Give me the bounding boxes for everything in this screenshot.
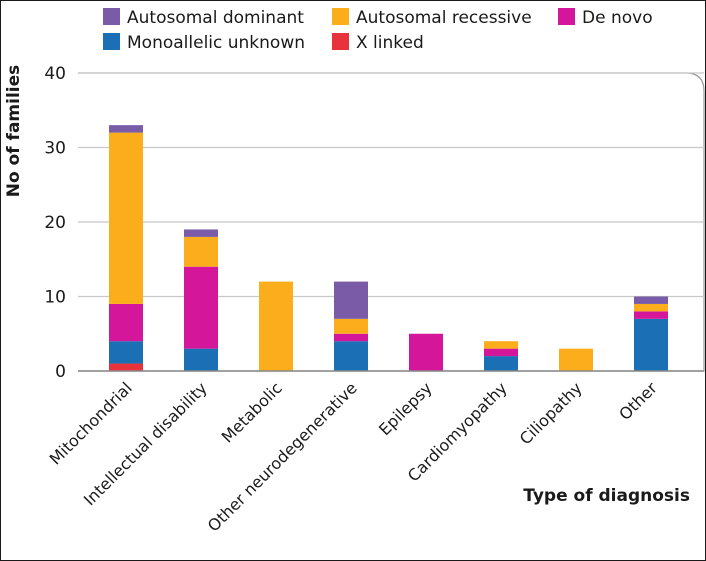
legend-item-monoallelic-unknown: Monoallelic unknown (103, 33, 305, 53)
bar-segment-other-neurodegenerative-autosomal-dominant (334, 281, 368, 319)
y-tick-label-30: 30 (44, 139, 66, 159)
legend-swatch-monoallelic-unknown (103, 33, 120, 50)
y-tick-label-10: 10 (44, 288, 66, 308)
bar-segment-cardiomyopathy-autosomal-recessive (484, 341, 518, 349)
bar-segment-mitochondrial-autosomal-recessive (109, 132, 143, 304)
legend-item-autosomal-recessive: Autosomal recessive (332, 8, 532, 28)
x-tick-label-other: Other (615, 378, 661, 424)
legend-swatch-de-novo (558, 8, 575, 25)
bar-segment-other-de-novo (634, 311, 668, 319)
bar-segment-intellectual-disability-de-novo (184, 266, 218, 349)
bars (109, 125, 668, 371)
bar-segment-cardiomyopathy-monoallelic-unknown (484, 356, 518, 371)
legend-swatch-autosomal-dominant (103, 8, 120, 25)
bar-segment-mitochondrial-x-linked (109, 363, 143, 371)
bar-segment-mitochondrial-autosomal-dominant (109, 125, 143, 133)
bar-segment-metabolic-autosomal-recessive (259, 281, 293, 371)
gridlines (78, 72, 704, 298)
bar-segment-ciliopathy-autosomal-recessive (559, 348, 593, 371)
bar-segment-mitochondrial-de-novo (109, 303, 143, 342)
bar-segment-intellectual-disability-autosomal-dominant (184, 229, 218, 237)
legend-item-de-novo: De novo (558, 8, 653, 28)
bar-segment-cardiomyopathy-de-novo (484, 348, 518, 357)
legend-swatch-autosomal-recessive (332, 8, 349, 25)
x-tick-label-metabolic: Metabolic (218, 378, 286, 446)
y-tick-label-40: 40 (44, 64, 66, 84)
x-tick-label-ciliopathy: Ciliopathy (516, 378, 586, 448)
bar-segment-other-autosomal-recessive (634, 303, 668, 312)
legend-label-autosomal-recessive: Autosomal recessive (356, 8, 532, 28)
legend-label-autosomal-dominant: Autosomal dominant (127, 8, 304, 28)
bar-segment-mitochondrial-monoallelic-unknown (109, 341, 143, 364)
bar-segment-other-neurodegenerative-monoallelic-unknown (334, 341, 368, 371)
bar-segment-intellectual-disability-monoallelic-unknown (184, 348, 218, 371)
x-tick-label-other-neurodegenerative: Other neurodegenerative (204, 378, 361, 535)
legend-label-x-linked: X linked (356, 33, 424, 53)
y-tick-label-0: 0 (55, 362, 66, 382)
legend-item-x-linked: X linked (332, 33, 424, 53)
y-tick-labels: 0 10 20 30 40 (44, 64, 66, 382)
y-tick-label-20: 20 (44, 213, 66, 233)
bar-segment-other-monoallelic-unknown (634, 318, 668, 371)
legend-swatch-x-linked (332, 33, 349, 50)
legend-label-monoallelic-unknown: Monoallelic unknown (127, 33, 305, 53)
legend-item-autosomal-dominant: Autosomal dominant (103, 8, 304, 28)
legend-label-de-novo: De novo (582, 8, 653, 28)
y-axis-title: No of families (4, 65, 24, 198)
x-tick-label-epilepsy: Epilepsy (375, 378, 436, 439)
bar-segment-other-neurodegenerative-de-novo (334, 333, 368, 342)
legend: Autosomal dominant Autosomal recessive D… (103, 8, 653, 53)
x-axis-title: Type of diagnosis (523, 486, 690, 506)
bar-segment-intellectual-disability-autosomal-recessive (184, 236, 218, 267)
x-tick-label-intellectual-disability: Intellectual disability (80, 378, 211, 509)
bar-segment-other-autosomal-dominant (634, 296, 668, 304)
bar-segment-epilepsy-de-novo (409, 333, 443, 371)
bar-segment-other-neurodegenerative-autosomal-recessive (334, 318, 368, 334)
